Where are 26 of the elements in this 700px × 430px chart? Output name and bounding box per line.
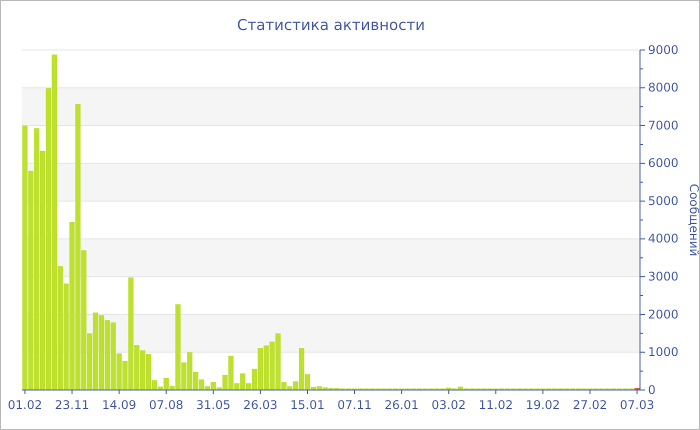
y-tick-label: 8000 bbox=[648, 80, 679, 95]
y-tick-label: 9000 bbox=[648, 42, 679, 57]
x-tick-label: 14.09 bbox=[102, 398, 136, 412]
x-tick-label: 11.02 bbox=[478, 398, 513, 412]
y-axis-title: Сообщений bbox=[687, 184, 700, 256]
x-tick-label: 07.03 bbox=[620, 398, 654, 412]
x-tick-label: 15.01 bbox=[290, 398, 325, 412]
x-tick-label: 26.03 bbox=[243, 398, 278, 412]
y-tick-label: 5000 bbox=[648, 194, 679, 208]
y-tick-label: 0 bbox=[648, 382, 656, 397]
y-tick-label: 7000 bbox=[648, 118, 679, 132]
y-tick-label: 3000 bbox=[648, 270, 679, 284]
chart-title: Статистика активности bbox=[237, 16, 425, 34]
x-tick-label: 26.01 bbox=[384, 398, 419, 412]
x-tick-label: 03.02 bbox=[432, 398, 466, 412]
x-tick-label: 07.11 bbox=[337, 398, 372, 412]
y-tick-label: 1000 bbox=[648, 345, 679, 360]
y-tick-label: 6000 bbox=[648, 156, 679, 170]
x-tick-label: 23.11 bbox=[54, 398, 90, 412]
x-tick-label: 27.02 bbox=[572, 398, 608, 412]
x-tick-label: 19.02 bbox=[526, 398, 560, 412]
x-tick-label: 07.08 bbox=[149, 398, 184, 412]
y-tick-label: 2000 bbox=[648, 307, 679, 322]
x-tick-label: 31.05 bbox=[196, 398, 230, 412]
y-tick-label: 4000 bbox=[648, 232, 679, 246]
x-tick-label: 01.02 bbox=[8, 398, 42, 412]
